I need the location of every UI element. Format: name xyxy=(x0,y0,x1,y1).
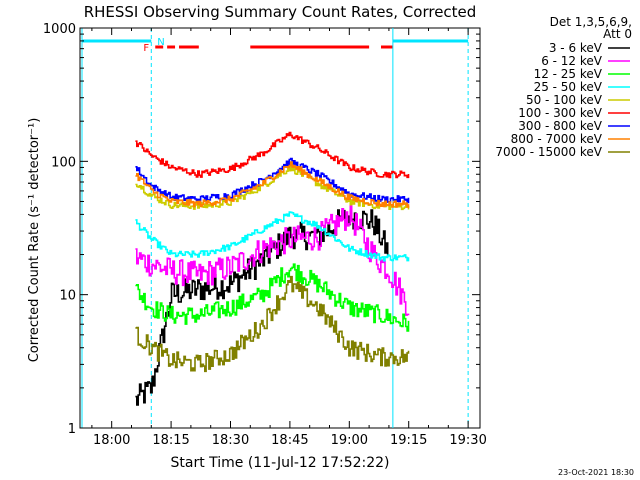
y-tick-label: 1 xyxy=(68,422,76,437)
series-group xyxy=(135,131,410,406)
x-tick-label: 18:15 xyxy=(152,433,189,448)
legend-label: 800 - 7000 keV xyxy=(511,132,603,146)
series-line xyxy=(135,157,410,204)
axes: 18:00 18:15 18:30 18:45 19:00 19:15 19:30 1 10 10… xyxy=(43,22,487,448)
night-flag-label: N xyxy=(157,37,164,48)
series-line xyxy=(135,131,410,179)
legend-label: 50 - 100 keV xyxy=(526,93,603,107)
series-line xyxy=(135,161,410,208)
series-line xyxy=(135,275,410,373)
flare-flag-label: F xyxy=(143,43,149,54)
legend-label: 3 - 6 keV xyxy=(549,41,603,55)
series-line xyxy=(135,211,410,262)
y-tick-label: 1000 xyxy=(43,22,76,37)
y-tick-label: 10 xyxy=(59,289,76,304)
x-tick-label: 19:30 xyxy=(449,433,486,448)
series-line xyxy=(135,202,410,316)
plot-frame xyxy=(79,27,481,429)
x-tick-label: 19:15 xyxy=(390,433,427,448)
legend-header: Att 0 xyxy=(603,27,632,41)
flag-bars: NF xyxy=(81,28,469,428)
legend-label: 300 - 800 keV xyxy=(518,119,602,133)
chart-title: RHESSI Observing Summary Count Rates, Co… xyxy=(84,3,477,21)
y-axis-label: Corrected Count Rate (s⁻¹ detector⁻¹) xyxy=(27,118,42,363)
series-line xyxy=(135,164,410,211)
x-tick-label: 18:30 xyxy=(212,433,249,448)
legend-label: 12 - 25 keV xyxy=(534,67,603,81)
legend-label: 7000 - 15000 keV xyxy=(495,145,602,159)
footer-timestamp: 23-Oct-2021 18:30 xyxy=(558,468,634,477)
x-tick-label: 18:00 xyxy=(93,433,130,448)
x-tick-label: 18:45 xyxy=(271,433,308,448)
y-tick-label: 100 xyxy=(51,155,76,170)
legend-label: 6 - 12 keV xyxy=(541,54,603,68)
plot-area xyxy=(79,27,481,429)
legend-label: 25 - 50 keV xyxy=(534,80,603,94)
x-tick-label: 19:00 xyxy=(331,433,368,448)
x-axis-label: Start Time (11-Jul-12 17:52:22) xyxy=(170,455,389,471)
series-line xyxy=(135,263,410,332)
legend-label: 100 - 300 keV xyxy=(518,106,602,120)
legend-header: Det 1,3,5,6,9, xyxy=(550,15,632,29)
